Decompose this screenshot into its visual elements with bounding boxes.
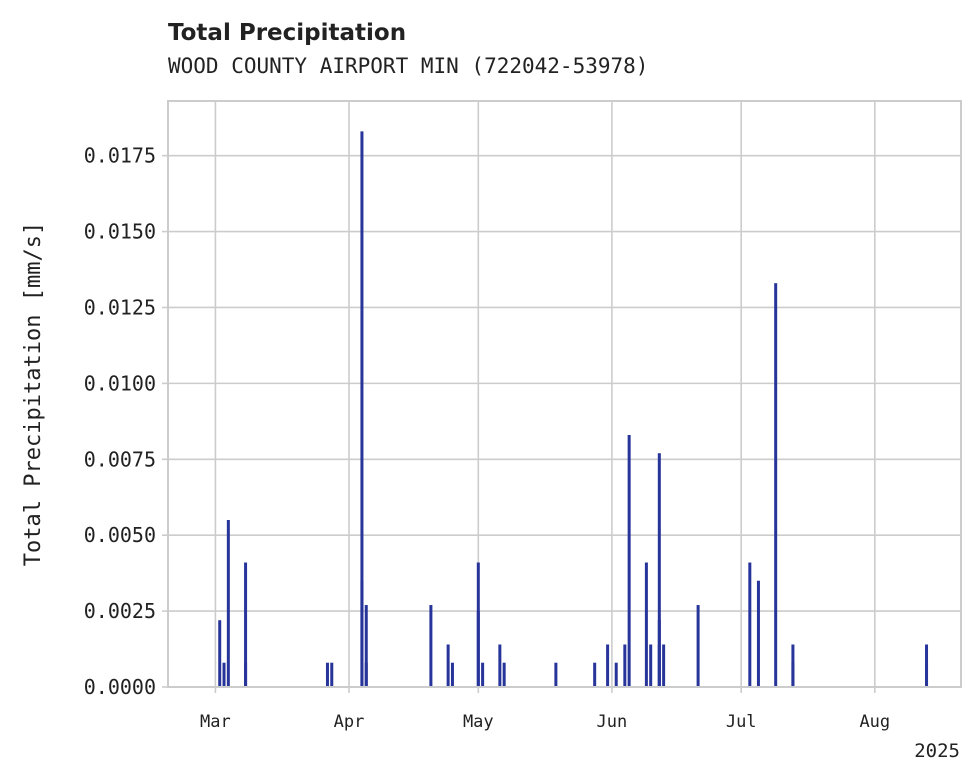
x-tick-label: Mar [200, 712, 231, 732]
y-tick-label: 0.0175 [84, 144, 156, 168]
precipitation-bar [481, 662, 485, 687]
precipitation-bar [662, 644, 666, 687]
y-tick-label: 0.0075 [84, 447, 156, 471]
y-tick-label: 0.0150 [84, 220, 156, 244]
precipitation-bar [657, 453, 661, 687]
chart-subtitle: WOOD COUNTY AIRPORT MIN (722042-53978) [168, 54, 648, 78]
grid-lines [168, 101, 961, 687]
precipitation-bar [360, 131, 364, 688]
precipitation-bar [429, 605, 433, 687]
precipitation-bar [325, 662, 329, 687]
y-tick-label: 0.0000 [84, 675, 156, 699]
precipitation-bar [218, 620, 222, 687]
precipitation-bar [476, 611, 480, 687]
precipitation-bar [446, 644, 450, 687]
precipitation-bar [614, 662, 618, 687]
x-tick-label: Jul [726, 712, 757, 732]
x-tick-label: Aug [859, 712, 890, 732]
precipitation-bar [696, 605, 700, 687]
x-tick-label: Jun [597, 712, 628, 732]
precipitation-bar [222, 662, 226, 687]
precipitation-bar [554, 662, 558, 687]
precipitation-bar [606, 644, 610, 687]
precipitation-bar [649, 644, 653, 687]
precipitation-bar [498, 644, 502, 687]
precipitation-bar [925, 662, 929, 687]
x-tick-label: Apr [334, 712, 365, 732]
y-axis-ticks: 0.0000 0.0025 0.0050 0.0075 0.0100 0.0125 0.01… [84, 144, 168, 699]
y-tick-label: 0.0125 [84, 295, 156, 319]
data-bars [218, 131, 929, 688]
y-tick-label: 0.0050 [84, 523, 156, 547]
y-axis-label: Total Precipitation [mm/s] [21, 222, 46, 566]
precipitation-bar [756, 580, 760, 687]
precipitation-bar [330, 662, 334, 687]
y-tick-label: 0.0100 [84, 371, 156, 395]
y-tick-label: 0.0025 [84, 599, 156, 623]
precipitation-bar [644, 562, 648, 687]
precipitation-bar [502, 662, 506, 687]
precipitation-bar [593, 662, 597, 687]
precipitation-bar [364, 662, 368, 687]
precipitation-bar [244, 662, 248, 687]
chart-title: Total Precipitation [168, 20, 406, 46]
precipitation-bar [364, 605, 368, 687]
x-axis-year-label: 2025 [914, 740, 960, 762]
precipitation-bar [627, 434, 631, 687]
x-tick-label: May [463, 712, 494, 732]
precipitation-bar [226, 520, 230, 687]
precipitation-bar [774, 283, 778, 687]
plot-frame [167, 100, 962, 688]
x-axis-ticks: Mar Apr May Jun Jul Aug [200, 687, 890, 732]
precipitation-bar [748, 562, 752, 687]
precipitation-bar [791, 662, 795, 687]
precipitation-bar [623, 644, 627, 687]
precipitation-bar [657, 644, 661, 687]
precipitation-bar [244, 562, 248, 687]
precipitation-bar [360, 580, 364, 687]
precipitation-bar [450, 662, 454, 687]
